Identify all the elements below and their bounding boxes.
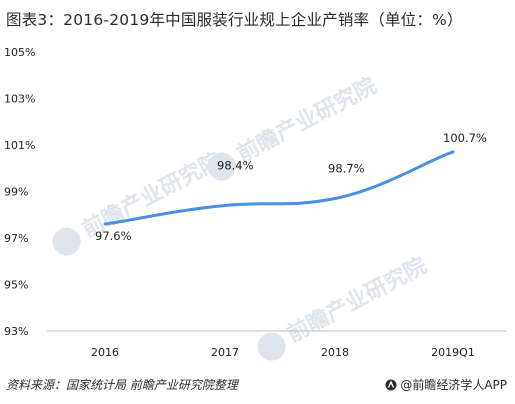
y-tick-label: 105% (4, 46, 35, 59)
x-tick-label: 2019Q1 (431, 346, 475, 359)
data-label: 100.7% (443, 131, 487, 145)
y-tick-label: 95% (4, 279, 28, 292)
watermark-0: 前瞻产业研究院 (52, 147, 226, 256)
y-axis-ticks: 93% 95% 97% 99% 101% 103% 105% (4, 46, 35, 338)
brand-text: @前瞻经济学人APP (400, 378, 507, 392)
source-note: 资料来源：国家统计局 前瞻产业研究院整理 (6, 378, 238, 392)
watermark-text: 前瞻产业研究院 (233, 72, 381, 167)
series-line (103, 150, 455, 226)
y-tick-label: 93% (4, 325, 28, 338)
x-tick-label: 2017 (211, 346, 239, 359)
data-label: 97.6% (95, 229, 132, 243)
y-tick-label: 97% (4, 232, 28, 245)
x-tick-label: 2018 (321, 346, 349, 359)
brand-credit: @前瞻经济学人APP (385, 376, 507, 393)
watermark-logo-icon (52, 227, 81, 256)
watermark-logo-icon (257, 332, 286, 361)
data-labels: 97.6% 98.4% 98.7% 100.7% (95, 131, 487, 243)
watermark-logo-icon (207, 152, 236, 181)
brand-logo-icon (385, 379, 397, 390)
x-axis-ticks: 2016 2017 2018 2019Q1 (91, 346, 475, 359)
chart-title: 图表3：2016-2019年中国服装行业规上企业产销率（单位：%） (6, 11, 463, 29)
footer: 资料来源：国家统计局 前瞻产业研究院整理 @前瞻经济学人APP (6, 376, 511, 396)
y-tick-label: 103% (4, 93, 35, 106)
watermark-text: 前瞻产业研究院 (283, 252, 431, 347)
y-tick-label: 101% (4, 139, 35, 152)
data-label: 98.7% (328, 161, 365, 175)
data-label: 98.4% (217, 158, 254, 172)
y-tick-label: 99% (4, 186, 28, 199)
x-tick-label: 2016 (91, 346, 119, 359)
